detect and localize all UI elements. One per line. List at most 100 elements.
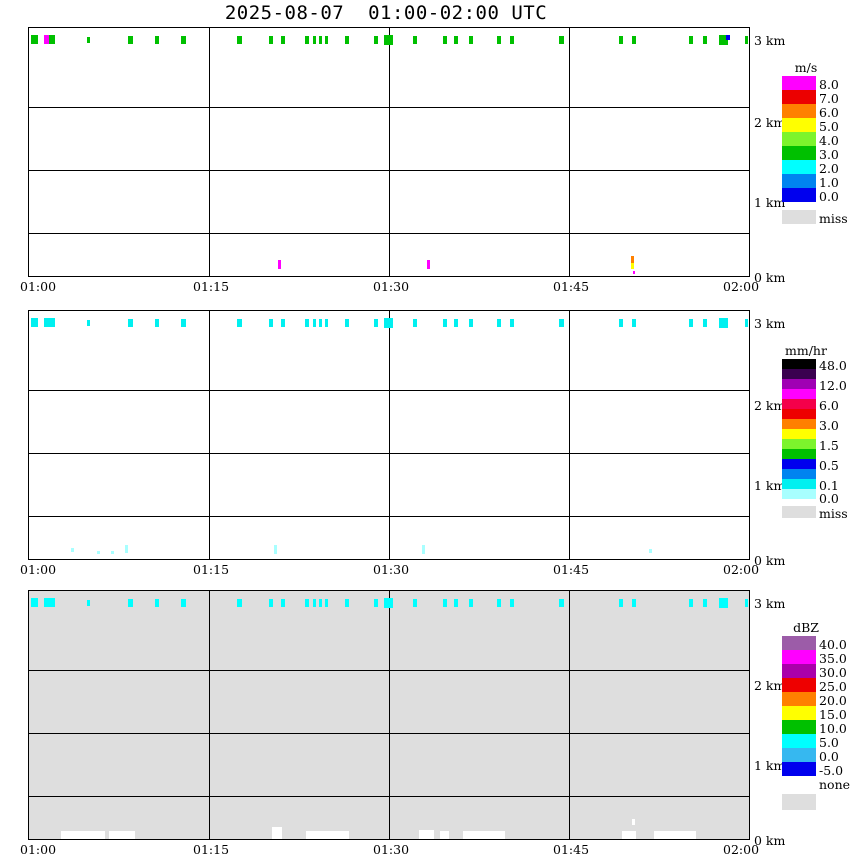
colorbar-band: [782, 479, 816, 489]
colorbar-band: [782, 650, 816, 664]
data-mark: [413, 36, 417, 44]
data-mark: [497, 319, 501, 327]
colorbar-unit-label: mm/hr: [785, 343, 827, 358]
plot-area-rain-intensity[interactable]: [28, 310, 750, 560]
gridline: [569, 28, 570, 276]
data-mark: [726, 35, 730, 40]
data-mark: [497, 36, 501, 44]
colorbar-band: [782, 118, 816, 132]
ytick-label: 3 km: [754, 33, 786, 48]
data-mark: [305, 36, 309, 44]
data-mark: [31, 35, 38, 44]
data-mark: [633, 271, 635, 274]
data-mark: [497, 599, 501, 607]
data-mark: [631, 256, 634, 263]
colorbar-band: [782, 76, 816, 90]
data-mark: [269, 36, 273, 44]
colorbar-band: [782, 734, 816, 748]
ytick-label: 3 km: [754, 596, 786, 611]
data-mark: [454, 599, 458, 607]
no-coverage-patch: [654, 831, 696, 839]
ytick-label: 0 km: [754, 270, 786, 285]
data-mark: [274, 545, 277, 554]
data-mark: [745, 36, 748, 44]
ytick-label: 1 km: [754, 758, 786, 773]
colorbar-tick-label: 25.0: [819, 679, 847, 694]
colorbar-none-swatch: [782, 794, 816, 810]
panel-rain-intensity: [28, 310, 750, 560]
data-mark: [632, 36, 636, 44]
data-mark: [510, 599, 514, 607]
data-mark: [689, 36, 693, 44]
data-mark: [71, 548, 74, 552]
data-mark: [619, 36, 623, 44]
colorbar-missing-label: miss: [819, 506, 848, 521]
data-mark: [689, 319, 693, 327]
colorbar-band: [782, 104, 816, 118]
panel-label-fall-velocity: Fall Velocity: [0, 60, 77, 230]
panel-reflectivity: [28, 590, 750, 840]
no-coverage-patch: [632, 819, 635, 825]
colorbar-band: [782, 379, 816, 389]
ytick-label: 0 km: [754, 553, 786, 568]
colorbar-tick-label: 48.0: [819, 358, 847, 373]
plot-area-reflectivity[interactable]: [28, 590, 750, 840]
data-mark: [269, 599, 273, 607]
colorbar-tick-label: 15.0: [819, 707, 847, 722]
data-mark: [745, 319, 748, 327]
data-mark: [44, 318, 55, 327]
data-mark: [111, 551, 114, 554]
no-coverage-patch: [440, 831, 449, 839]
colorbar-tick-label: 40.0: [819, 637, 847, 652]
colorbar-tick-label: 10.0: [819, 721, 847, 736]
gridline: [389, 311, 390, 559]
colorbar-band: [782, 188, 816, 202]
colorbar-band: [782, 146, 816, 160]
xtick-label: 01:30: [373, 279, 410, 294]
colorbar-tick-label: 0.0: [819, 749, 839, 764]
plot-area-fall-velocity[interactable]: [28, 27, 750, 277]
colorbar-tick-label: 30.0: [819, 665, 847, 680]
data-mark: [559, 599, 564, 607]
data-mark: [384, 35, 393, 45]
data-mark: [155, 319, 159, 327]
colorbar-band: [782, 369, 816, 379]
colorbar-tick-label: 3.0: [819, 147, 839, 162]
colorbar-band: [782, 419, 816, 429]
colorbar-band: [782, 762, 816, 776]
xtick-label: 01:45: [553, 279, 590, 294]
colorbar-band: [782, 389, 816, 399]
data-mark: [281, 599, 285, 607]
data-mark: [97, 551, 100, 554]
data-mark: [237, 36, 242, 44]
gridline: [569, 311, 570, 559]
colorbar-tick-label: 0.5: [819, 458, 839, 473]
data-mark: [281, 36, 285, 44]
colorbar-tick-label: -5.0: [819, 763, 844, 778]
data-mark: [422, 545, 425, 554]
ytick-label: 1 km: [754, 195, 786, 210]
data-mark: [510, 319, 514, 327]
xtick-label: 01:45: [553, 842, 590, 857]
colorbar-tick-label: 5.0: [819, 735, 839, 750]
data-mark: [719, 35, 728, 45]
xtick-label: 01:00: [20, 842, 57, 857]
ytick-label: 2 km: [754, 115, 786, 130]
data-mark: [703, 599, 707, 607]
xtick-label: 02:00: [723, 842, 760, 857]
xtick-label: 02:00: [723, 562, 760, 577]
no-coverage-patch: [419, 830, 434, 839]
colorbar-none-label: none: [819, 777, 850, 792]
colorbar-tick-label: 1.0: [819, 175, 839, 190]
data-mark: [719, 318, 728, 328]
no-coverage-patch: [61, 831, 105, 839]
colorbar-band: [782, 469, 816, 479]
data-mark: [384, 598, 393, 608]
data-mark: [384, 318, 393, 328]
panel-label-reflectivity: Reflectivity: [0, 640, 72, 810]
data-mark: [269, 319, 273, 327]
data-mark: [469, 599, 473, 607]
xtick-label: 01:45: [553, 562, 590, 577]
data-mark: [305, 319, 309, 327]
data-mark: [619, 319, 623, 327]
